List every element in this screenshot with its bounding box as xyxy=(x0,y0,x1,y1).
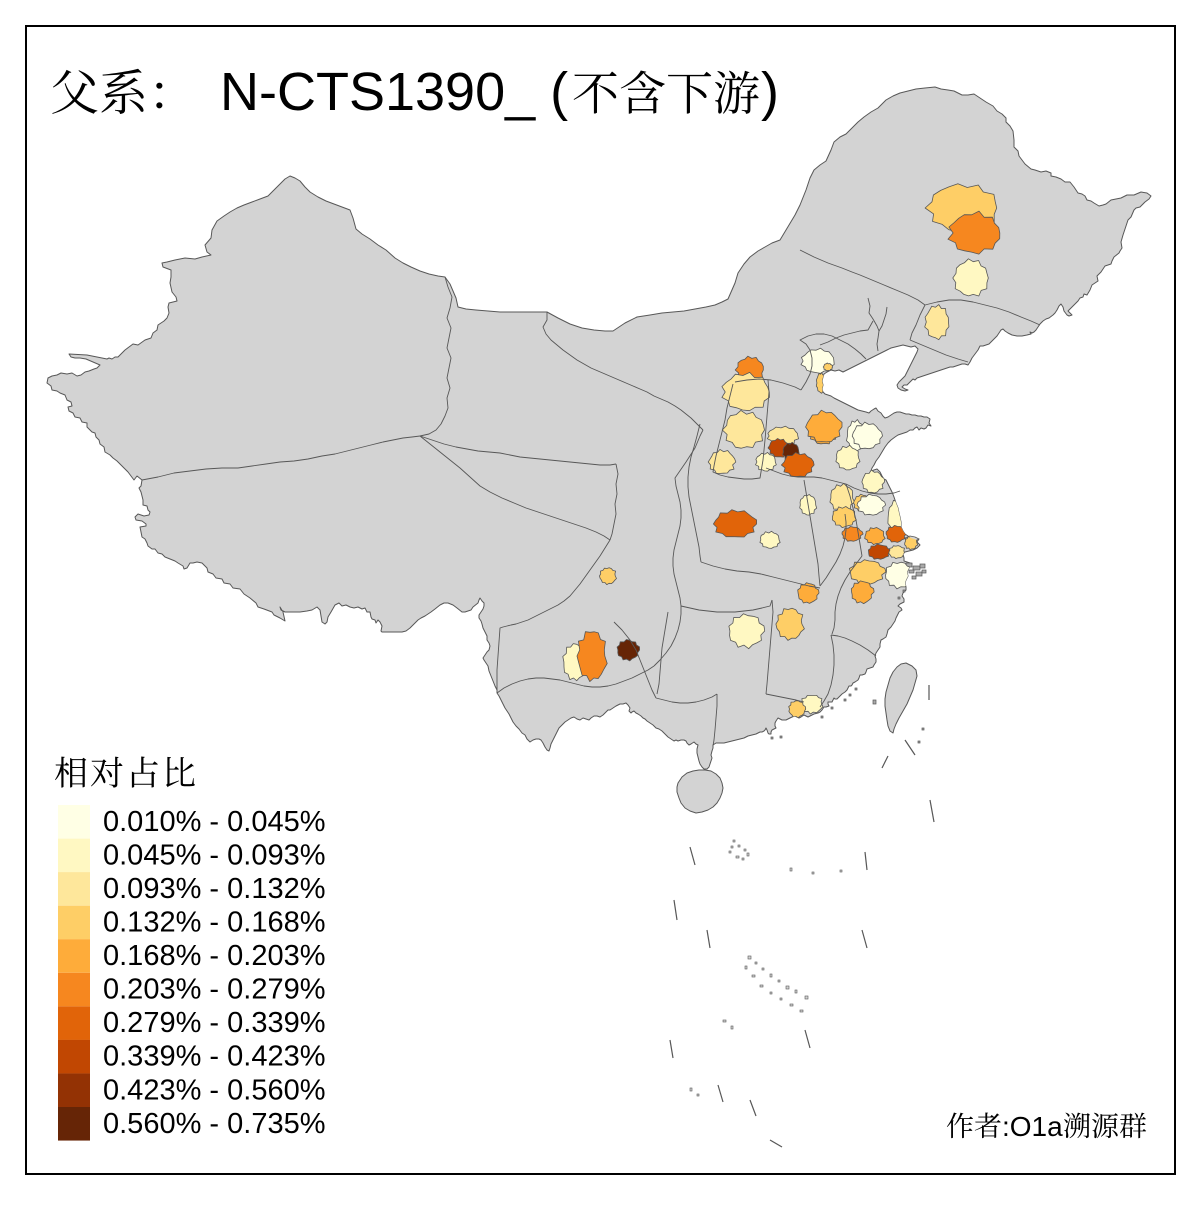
svg-text:0.045% - 0.093%: 0.045% - 0.093% xyxy=(103,839,325,871)
svg-text:0.132% - 0.168%: 0.132% - 0.168% xyxy=(103,907,325,939)
svg-text:0.168% - 0.203%: 0.168% - 0.203% xyxy=(103,940,325,972)
svg-text:0.203% - 0.279%: 0.203% - 0.279% xyxy=(103,974,325,1006)
svg-text:0.010% - 0.045%: 0.010% - 0.045% xyxy=(103,806,325,838)
svg-text:0.423% - 0.560%: 0.423% - 0.560% xyxy=(103,1074,325,1106)
svg-text::O1a: :O1a xyxy=(1002,1111,1063,1142)
svg-text:0.560% - 0.735%: 0.560% - 0.735% xyxy=(103,1108,325,1140)
svg-text:0.339% - 0.423%: 0.339% - 0.423% xyxy=(103,1041,325,1073)
svg-text:): ) xyxy=(761,62,779,122)
svg-text:0.279% - 0.339%: 0.279% - 0.339% xyxy=(103,1007,325,1039)
svg-text:0.093% - 0.132%: 0.093% - 0.132% xyxy=(103,873,325,905)
svg-text:N-CTS1390_ (: N-CTS1390_ ( xyxy=(220,62,568,122)
